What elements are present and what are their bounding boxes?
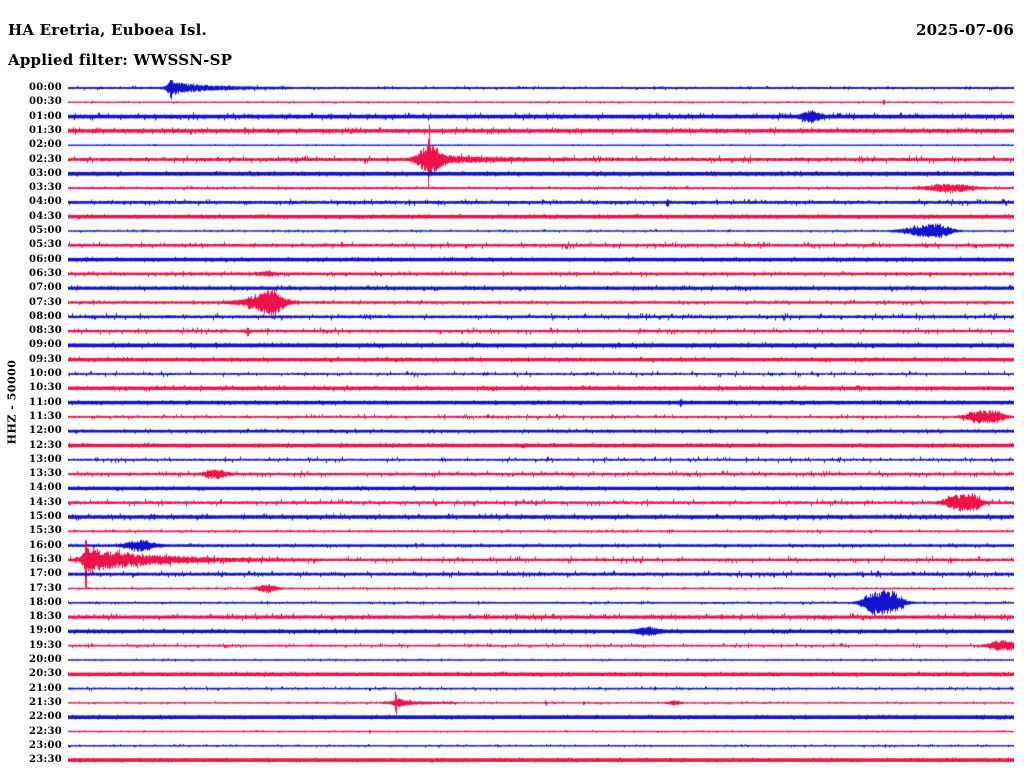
time-label-2130: 21:30 [28,696,62,708]
time-label-2000: 20:00 [28,654,62,665]
time-label-0430: 04:30 [28,210,62,222]
time-label-1930: 19:30 [28,639,62,651]
time-label-1500: 15:00 [28,511,62,522]
time-label-1630: 16:30 [28,553,62,565]
time-label-1330: 13:30 [28,468,62,480]
helicorder-canvas [68,80,1014,776]
time-label-0400: 04:00 [28,196,62,208]
time-label-1030: 10:30 [28,382,62,394]
time-label-1130: 11:30 [28,410,62,422]
time-label-0900: 09:00 [28,339,62,351]
time-label-1200: 12:00 [28,425,62,437]
time-label-1600: 16:00 [28,539,62,551]
time-label-0830: 08:30 [28,325,62,337]
time-label-0930: 09:30 [28,353,62,365]
time-label-0300: 03:00 [28,167,62,179]
time-label-2300: 23:00 [28,739,62,751]
time-label-1800: 18:00 [28,596,62,608]
time-label-1230: 12:30 [28,439,62,451]
time-label-1700: 17:00 [28,568,62,580]
time-label-0000: 00:00 [28,82,62,93]
time-label-2230: 22:30 [28,725,62,737]
filter-label: Applied filter: WWSSN-SP [8,51,233,69]
time-label-1900: 19:00 [28,625,62,637]
date-label: 2025-07-06 [916,21,1014,39]
time-label-1430: 14:30 [28,496,62,508]
time-label-0730: 07:30 [28,296,62,308]
time-label-1000: 10:00 [28,368,62,379]
time-label-0700: 07:00 [28,282,62,294]
time-label-1830: 18:30 [28,611,62,623]
time-label-0500: 05:00 [28,225,62,236]
time-label-0800: 08:00 [28,310,62,322]
time-label-0330: 03:30 [28,182,62,194]
time-label-0600: 06:00 [28,253,62,265]
time-label-1530: 15:30 [28,525,62,537]
time-label-0130: 01:30 [28,124,62,136]
time-label-0200: 02:00 [28,139,62,151]
time-label-1100: 11:00 [28,396,62,408]
time-label-0530: 05:30 [28,239,62,251]
station-title: HA Eretria, Euboea Isl. [8,21,207,39]
time-label-2330: 23:30 [28,754,62,766]
time-label-2200: 22:00 [28,711,62,723]
time-label-0100: 01:00 [28,110,62,122]
time-label-1400: 14:00 [28,482,62,494]
time-label-2100: 21:00 [28,682,62,694]
time-label-0630: 06:30 [28,267,62,279]
time-label-0030: 00:30 [28,96,62,108]
time-label-0230: 02:30 [28,153,62,165]
time-label-1300: 13:00 [28,453,62,465]
time-label-2030: 20:30 [28,668,62,680]
time-label-1730: 17:30 [28,582,62,594]
